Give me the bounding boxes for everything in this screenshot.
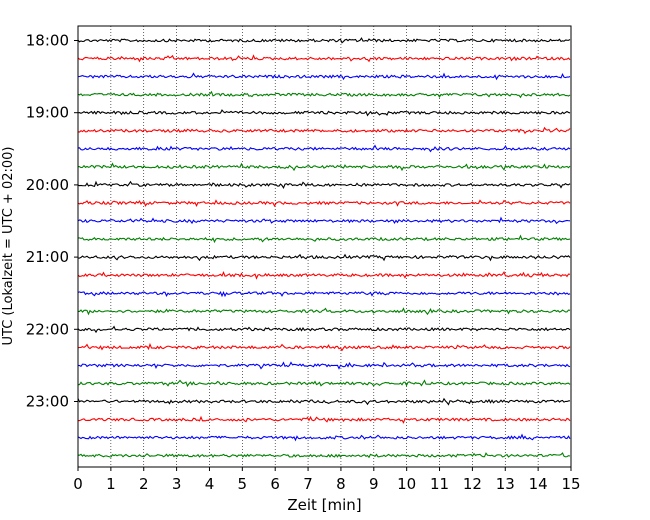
trace-1915 xyxy=(77,126,571,135)
y-tick-label: 20:00 xyxy=(26,176,69,194)
x-tick-label: 0 xyxy=(73,475,83,493)
x-axis: 0 1 2 3 4 5 6 7 8 9 10 11 12 13 14 15 xyxy=(73,467,581,493)
y-axis-label: UTC (Lokalzeit = UTC + 02:00) xyxy=(1,147,16,346)
trace-2115 xyxy=(77,270,571,280)
x-tick-label: 5 xyxy=(238,475,248,493)
trace-2100 xyxy=(77,253,571,262)
trace-1830 xyxy=(77,72,571,81)
x-tick-label: 9 xyxy=(369,475,379,493)
x-tick-label: 11 xyxy=(430,475,449,493)
y-axis: 18:00 19:00 20:00 21:00 22:00 23:00 xyxy=(26,32,78,411)
trace-2300 xyxy=(77,397,571,406)
trace-1900 xyxy=(77,109,571,117)
y-tick-label: 22:00 xyxy=(26,320,69,338)
x-tick-label: 12 xyxy=(463,475,482,493)
x-axis-label: Zeit [min] xyxy=(287,496,361,514)
x-tick-label: 14 xyxy=(529,475,548,493)
trace-2030 xyxy=(77,216,571,225)
x-tick-label: 13 xyxy=(496,475,515,493)
trace-1800 xyxy=(77,37,571,44)
trace-2230 xyxy=(77,361,571,370)
y-tick-label: 23:00 xyxy=(26,393,69,411)
trace-group xyxy=(77,37,571,459)
trace-2200 xyxy=(77,325,571,334)
trace-1945 xyxy=(77,162,571,172)
x-tick-label: 8 xyxy=(336,475,346,493)
x-tick-label: 15 xyxy=(561,475,580,493)
x-tick-label: 4 xyxy=(205,475,215,493)
trace-2145 xyxy=(77,307,571,316)
plot-frame xyxy=(77,25,572,468)
trace-2215 xyxy=(77,342,571,352)
x-tick-label: 10 xyxy=(397,475,416,493)
trace-1845 xyxy=(77,90,571,99)
x-tick-label: 3 xyxy=(172,475,182,493)
trace-2345 xyxy=(77,452,571,459)
trace-2045 xyxy=(77,234,571,244)
trace-2330 xyxy=(77,433,571,442)
trace-1930 xyxy=(77,144,571,153)
y-tick-label: 21:00 xyxy=(26,248,69,266)
y-tick-label: 18:00 xyxy=(26,32,69,50)
trace-2315 xyxy=(77,415,571,424)
x-tick-label: 1 xyxy=(106,475,116,493)
x-tick-label: 6 xyxy=(270,475,280,493)
trace-2015 xyxy=(77,199,571,208)
x-tick-label: 2 xyxy=(139,475,149,493)
y-tick-label: 19:00 xyxy=(26,104,69,122)
trace-2245 xyxy=(77,379,571,388)
trace-1815 xyxy=(77,54,571,63)
trace-2000 xyxy=(77,180,571,190)
x-tick-label: 7 xyxy=(303,475,313,493)
trace-2130 xyxy=(77,290,571,298)
